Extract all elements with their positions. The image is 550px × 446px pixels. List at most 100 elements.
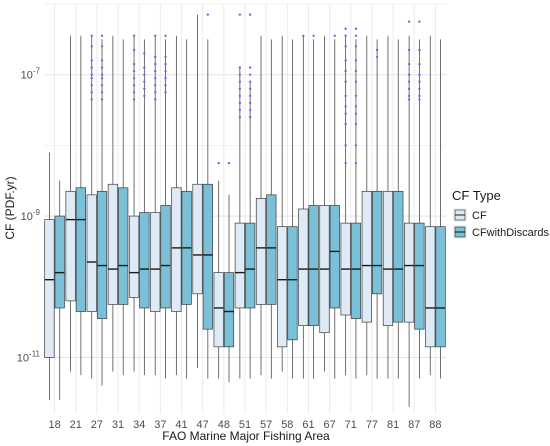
outlier-point (154, 55, 157, 59)
x-tick-label: 37 (154, 419, 166, 431)
outlier-point (354, 112, 358, 115)
outlier-point (354, 45, 358, 48)
outlier-point (248, 80, 252, 83)
outlier-point (344, 59, 347, 62)
box-61-CF (298, 35, 309, 379)
outlier-point (154, 62, 157, 66)
outlier-point (407, 20, 411, 23)
outlier-point (154, 84, 157, 87)
box-body (255, 198, 267, 305)
outlier-point (418, 62, 421, 66)
outlier-point (248, 73, 252, 76)
box-body (393, 190, 404, 323)
y-axis-title: CF (PDF.yr) (3, 176, 17, 239)
outlier-point (375, 55, 379, 59)
outlier-point (164, 84, 167, 87)
x-tick-label: 47 (197, 419, 209, 431)
outlier-point (418, 48, 421, 52)
box-body (223, 272, 235, 348)
box-body (350, 222, 362, 319)
x-tick-label: 87 (408, 419, 420, 431)
box-body (414, 222, 425, 330)
box-body (192, 183, 203, 295)
box-48-CF (213, 180, 224, 379)
box-88-CFwithDiscards (435, 39, 446, 379)
box-body (96, 190, 108, 319)
outlier-point (100, 91, 104, 94)
outlier-point (90, 91, 93, 94)
outlier-point (90, 98, 93, 101)
outlier-point (238, 87, 242, 91)
box-body (425, 226, 436, 348)
box-body (86, 194, 97, 312)
outlier-point (344, 45, 347, 48)
x-tick-label: 48 (218, 419, 230, 431)
x-tick-label: 41 (175, 419, 187, 431)
outlier-point (217, 161, 220, 165)
box-body (371, 190, 383, 295)
outlier-point (90, 59, 93, 62)
outlier-point (154, 69, 157, 73)
box-body (118, 187, 129, 305)
box-77-CFwithDiscards (371, 39, 383, 379)
outlier-point (344, 94, 347, 98)
outlier-point (132, 98, 136, 101)
box-67-CF (319, 35, 330, 372)
box-18-CF (44, 152, 55, 400)
box-58-CFwithDiscards (287, 39, 298, 379)
outlier-point (248, 94, 252, 98)
box-47-CF (192, 14, 203, 369)
box-body (277, 226, 288, 348)
box-body (128, 215, 140, 298)
plot-panel: 10-11 10-9 10-7 18 21 27 31 34 37 41 47 48 51 57 58 61 6… (17, 3, 446, 431)
box-body (75, 187, 86, 312)
outlier-point (132, 62, 136, 66)
box-body (404, 222, 415, 323)
outlier-point (143, 80, 146, 83)
x-tick-label: 58 (281, 419, 293, 431)
outlier-point (100, 34, 104, 38)
outlier-point (238, 13, 242, 16)
x-tick-label: 34 (133, 419, 145, 431)
x-tick-label: 67 (324, 419, 336, 431)
outlier-point (418, 73, 421, 76)
outlier-point (418, 87, 421, 91)
outlier-point (407, 87, 411, 91)
outlier-point (154, 77, 157, 80)
outlier-point (90, 45, 93, 48)
outlier-point (418, 80, 421, 83)
box-61-CFwithDiscards (308, 39, 319, 379)
x-tick-label: 51 (239, 419, 251, 431)
box-body (287, 226, 298, 341)
outlier-point (248, 101, 252, 105)
box-18-CFwithDiscards (54, 180, 65, 400)
outlier-point (418, 98, 421, 101)
box-body (329, 205, 340, 309)
outlier-point (312, 34, 315, 38)
x-tick-label: 61 (302, 419, 314, 431)
outlier-point (143, 94, 146, 98)
box-27-CF (86, 35, 97, 379)
outlier-point (248, 115, 252, 119)
outlier-point (227, 161, 231, 165)
outlier-point (302, 34, 305, 38)
outlier-point (154, 91, 157, 94)
outlier-point (154, 98, 157, 101)
outlier-point (418, 20, 421, 23)
outlier-point (238, 80, 242, 83)
box-body (65, 190, 76, 302)
outlier-point (344, 105, 347, 108)
box-71-CF (340, 35, 351, 376)
outlier-point (90, 34, 93, 38)
box-57-CF (255, 35, 267, 376)
legend-label: CFwithDiscards (472, 227, 550, 239)
box-body (213, 272, 224, 348)
outlier-point (248, 13, 252, 16)
legend-title: CF Type (452, 188, 501, 203)
box-31-CF (107, 35, 119, 372)
x-tick-label: 71 (345, 419, 357, 431)
outlier-point (354, 27, 358, 30)
outlier-point (407, 48, 411, 52)
outlier-point (132, 91, 136, 94)
outlier-point (100, 98, 104, 101)
